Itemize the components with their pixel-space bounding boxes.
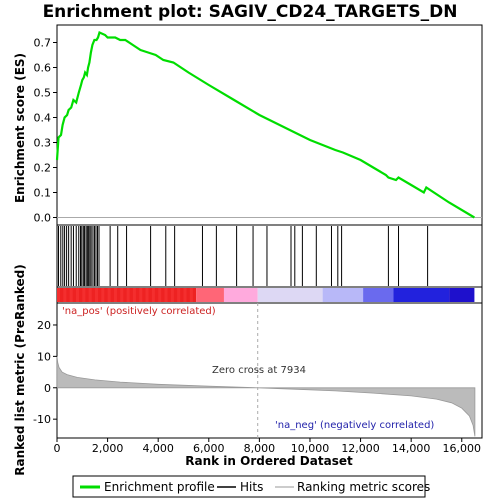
neg-annotation: 'na_neg' (negatively correlated): [275, 420, 434, 431]
heatbar-stripe: [164, 288, 168, 302]
chart-title: Enrichment plot: SAGIV_CD24_TARGETS_DN: [43, 2, 458, 22]
x-axis-label: Rank in Ordered Dataset: [185, 454, 353, 468]
legend-item-metric: Ranking metric scores: [275, 480, 430, 494]
heatbar-stripe: [88, 288, 92, 302]
xtick-label: 14,000: [392, 442, 431, 455]
ranking-metric-area: [56, 356, 476, 437]
heatbar-stripe: [151, 288, 155, 302]
heatbar-stripe: [126, 288, 130, 302]
heatbar-segment: [257, 288, 323, 302]
heatbar-stripe: [183, 288, 187, 302]
xtick-label: 8,000: [244, 442, 276, 455]
heatbar-group: [57, 288, 475, 302]
heatbar-stripe: [158, 288, 162, 302]
heatbar-stripe: [101, 288, 105, 302]
es-ytick-label: 0.1: [34, 187, 52, 200]
heatbar-segment: [449, 288, 475, 302]
hits-panel-frame: [56, 224, 483, 288]
heatbar-stripe: [75, 288, 80, 302]
es-ytick-label: 0.3: [34, 137, 52, 150]
es-ytick-label: 0.4: [34, 112, 52, 125]
metric-ytick-label: 10: [37, 350, 51, 363]
heatbar-stripe: [170, 288, 174, 302]
heatbar-stripe: [94, 288, 98, 302]
heatbar-stripe: [57, 288, 61, 302]
heatbar-stripe: [82, 288, 86, 302]
es-ytick-label: 0.2: [34, 162, 52, 175]
xtick-label: 6,000: [193, 442, 225, 455]
legend-item-hits: Hits: [217, 480, 263, 494]
metric-group: 20 10 0 -10 0 2,000 4,000 6,000 8,000 10,000 12,00…: [33, 303, 481, 455]
heatbar-stripe: [177, 288, 181, 302]
heatbar-stripe: [120, 288, 124, 302]
heatbar-stripe: [189, 288, 193, 302]
heatbar-stripe: [69, 288, 73, 302]
legend-frame: [72, 475, 426, 498]
es-ytick-label: 0.6: [34, 62, 52, 75]
pos-annotation: 'na_pos' (positively correlated): [62, 306, 216, 317]
xtick-label: 4,000: [142, 442, 174, 455]
heatbar-segment: [196, 288, 224, 302]
es-panel-ticks: 0.0 0.1 0.2 0.3 0.4 0.5 0.6 0.7: [34, 37, 482, 225]
es-ytick-label: 0.7: [34, 37, 52, 50]
legend-label-enrichment: Enrichment profile: [104, 480, 215, 494]
heatbar-stripe: [145, 288, 149, 302]
metric-ytick-label: 20: [37, 319, 51, 332]
metric-ytick-label: 0: [44, 382, 51, 395]
xtick-label: 16,000: [443, 442, 482, 455]
heatbar-segment: [223, 288, 258, 302]
metric-axis-label: Ranked list metric (PreRanked): [13, 264, 27, 476]
metric-panel-frame: [56, 302, 483, 439]
heatbar-stripe: [63, 288, 67, 302]
xtick-label: 10,000: [291, 442, 330, 455]
es-axis-label: Enrichment score (ES): [13, 53, 27, 203]
heatbar-segment: [363, 288, 394, 302]
heatbar-segment: [57, 288, 197, 302]
heatbar-stripe: [113, 288, 117, 302]
hits-group: [58, 226, 429, 286]
heatbar-segment: [393, 288, 450, 302]
zero-cross-annotation: Zero cross at 7934: [212, 365, 306, 376]
heatbar-stripe: [139, 288, 143, 302]
es-line-group: [55, 30, 475, 219]
legend-label-hits: Hits: [240, 480, 263, 494]
xtick-label: 12,000: [341, 442, 380, 455]
heatbar-stripe: [132, 288, 136, 302]
es-panel-frame: [56, 24, 483, 226]
es-ytick-label: 0.5: [34, 87, 52, 100]
heatbar-segment: [322, 288, 364, 302]
xtick-label: 0: [54, 442, 61, 455]
heatbar-stripe: [107, 288, 111, 302]
metric-ytick-label: -10: [33, 413, 51, 426]
xtick-label: 2,000: [92, 442, 124, 455]
legend-label-metric: Ranking metric scores: [297, 480, 430, 494]
es-ytick-label: 0.0: [34, 212, 52, 225]
legend-item-enrichment: Enrichment profile: [80, 480, 215, 494]
enrichment-profile-line: [55, 30, 475, 219]
